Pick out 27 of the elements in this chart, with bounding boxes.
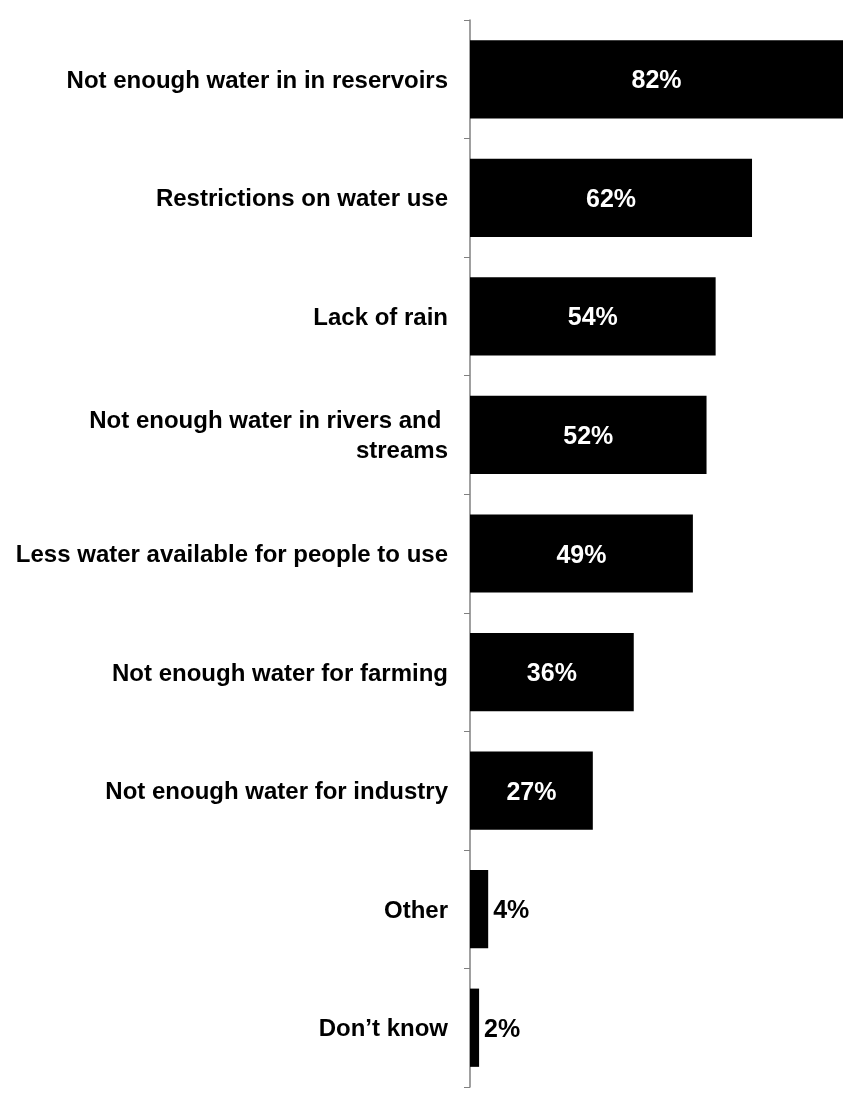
y-tick-label: Lack of rain <box>313 302 448 330</box>
y-tick-label: Not enough water for farming <box>112 658 448 686</box>
y-tick-label: Don’t know <box>318 1014 449 1042</box>
y-tick-label: Restrictions on water use <box>155 184 448 212</box>
bar <box>470 632 634 712</box>
bar <box>470 277 716 356</box>
y-tick-label: Other <box>383 895 448 923</box>
bar <box>470 40 843 119</box>
data-label: 36% <box>526 658 577 687</box>
y-tick-label: Not enough water in rivers and streams <box>89 406 448 464</box>
bar <box>470 514 693 593</box>
bar <box>470 751 593 830</box>
y-tick-label: Not enough water in in reservoirs <box>66 65 448 93</box>
data-label: 62% <box>585 183 637 212</box>
y-tick-label: Less water available for people to use <box>15 540 448 567</box>
data-label: 2% <box>484 1013 521 1042</box>
bar <box>470 988 480 1067</box>
data-label: 27% <box>506 776 557 805</box>
bar <box>470 158 753 237</box>
data-label: 54% <box>567 302 618 331</box>
bar <box>470 870 489 949</box>
data-label: 4% <box>493 895 530 924</box>
data-label: 52% <box>563 420 614 449</box>
data-label: 82% <box>631 65 682 94</box>
bar <box>470 395 707 475</box>
y-tick-label: Not enough water for industry <box>105 777 449 805</box>
data-label: 49% <box>556 539 607 568</box>
